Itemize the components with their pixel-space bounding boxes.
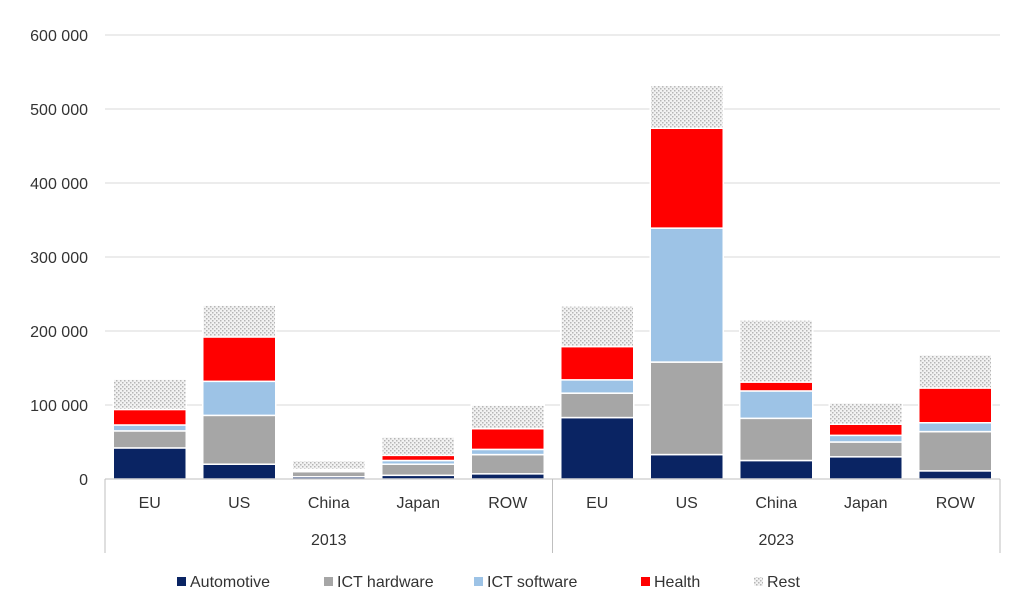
bar-segment-ict-software: [202, 380, 277, 417]
bar-segment-ict-software: [470, 448, 545, 456]
bar-segment-rest: [739, 319, 814, 383]
y-tick-label: 600 000: [30, 28, 88, 45]
bar-segment-rest: [470, 404, 545, 430]
x-category-label: ROW: [488, 495, 528, 512]
x-category-label: Japan: [396, 495, 440, 512]
legend-label: Automotive: [190, 574, 270, 591]
x-axis-group-labels: 2013 2023: [311, 532, 794, 549]
x-category-label: EU: [586, 495, 608, 512]
bar-segment-ict-software: [918, 422, 993, 433]
bar-segment-ict-hardware: [918, 430, 993, 472]
y-tick-label: 0: [79, 472, 88, 489]
bar-segment-automotive: [112, 447, 187, 480]
bar-segment-automotive: [470, 473, 545, 480]
bar-segment-ict-hardware: [470, 453, 545, 475]
bar-segment-rest: [649, 84, 724, 129]
bar-segment-ict-software: [112, 424, 187, 432]
bar-segment-automotive: [739, 459, 814, 480]
bar-segment-ict-hardware: [112, 430, 187, 449]
bar-segment-ict-software: [739, 390, 814, 420]
x-category-label: US: [228, 495, 250, 512]
x-group-label: 2023: [758, 532, 794, 549]
bar-segment-ict-software: [828, 434, 903, 443]
bar-segment-automotive: [918, 470, 993, 480]
bar-segment-health: [918, 387, 993, 424]
legend-swatch-ict-software: [474, 577, 483, 586]
bar-segment-rest: [291, 459, 366, 471]
bar-segment-rest: [828, 402, 903, 425]
bar-segment-ict-hardware: [381, 463, 456, 477]
bar-segment-automotive: [560, 416, 635, 480]
x-category-label: EU: [139, 495, 161, 512]
bar-segment-health: [381, 454, 456, 462]
bar-segment-automotive: [202, 463, 277, 480]
bars: [112, 84, 993, 480]
bar-segment-health: [560, 345, 635, 381]
bar-segment-rest: [918, 353, 993, 389]
legend-swatch-ict-hardware: [324, 577, 333, 586]
y-tick-label: 300 000: [30, 250, 88, 267]
x-category-label: Japan: [844, 495, 888, 512]
y-tick-label: 200 000: [30, 324, 88, 341]
bar-segment-automotive: [649, 453, 724, 480]
legend-swatch-automotive: [177, 577, 186, 586]
bar-segment-rest: [112, 378, 187, 411]
bar-segment-ict-hardware: [828, 441, 903, 458]
legend: Automotive ICT hardware ICT software Health…: [177, 574, 800, 591]
x-axis-category-labels: EU US China Japan ROW EU US China Japan ROW: [139, 495, 976, 512]
x-axis: [104, 478, 1001, 553]
bar-segment-ict-hardware: [202, 414, 277, 465]
bar-segment-health: [470, 427, 545, 451]
bar-segment-health: [649, 127, 724, 229]
bar-segment-rest: [560, 305, 635, 348]
legend-label: ICT hardware: [337, 574, 434, 591]
bar-segment-health: [202, 336, 277, 383]
bar-segment-automotive: [828, 456, 903, 480]
legend-label: Health: [654, 574, 700, 591]
bar-segment-health: [739, 381, 814, 392]
x-group-label: 2013: [311, 532, 347, 549]
bar-segment-rest: [381, 436, 456, 457]
bar-segment-health: [112, 408, 187, 426]
x-category-label: ROW: [936, 495, 976, 512]
x-category-label: China: [308, 495, 350, 512]
y-tick-label: 500 000: [30, 102, 88, 119]
bar-segment-ict-software: [560, 379, 635, 394]
bar-segment-rest: [202, 304, 277, 338]
x-category-label: US: [676, 495, 698, 512]
bar-segment-ict-hardware: [291, 470, 366, 478]
y-tick-label: 400 000: [30, 176, 88, 193]
legend-label: ICT software: [487, 574, 578, 591]
legend-label: Rest: [767, 574, 800, 591]
bar-segment-ict-hardware: [560, 392, 635, 419]
bar-segment-health: [828, 423, 903, 437]
bar-segment-ict-software: [649, 227, 724, 363]
legend-swatch-health: [641, 577, 650, 586]
bar-segment-ict-hardware: [649, 361, 724, 456]
legend-swatch-rest: [754, 577, 763, 586]
bar-segment-ict-hardware: [739, 417, 814, 462]
y-tick-label: 100 000: [30, 398, 88, 415]
y-axis-tick-labels: 0 100 000 200 000 300 000 400 000 500 000 600 …: [30, 28, 88, 489]
x-category-label: China: [755, 495, 797, 512]
